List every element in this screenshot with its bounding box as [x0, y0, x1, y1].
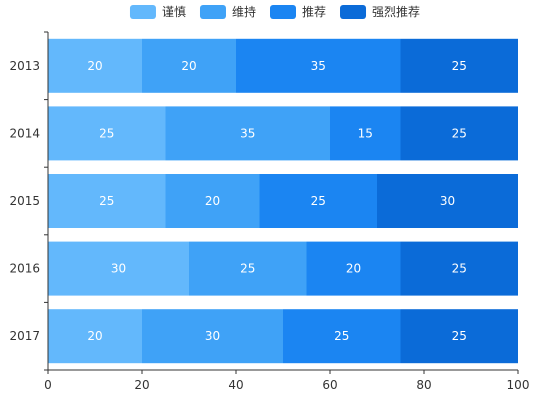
- x-tick-label: 20: [134, 378, 149, 392]
- bar-segment[interactable]: [400, 309, 519, 364]
- bar-segment[interactable]: [142, 38, 236, 93]
- y-tick-label: 2013: [9, 59, 40, 73]
- legend-label: 强烈推荐: [372, 5, 420, 19]
- legend-label: 谨慎: [162, 5, 186, 19]
- data-label: 20: [87, 59, 102, 73]
- data-label: 20: [346, 262, 361, 276]
- legend-item[interactable]: 谨慎: [129, 5, 186, 19]
- bar-segment[interactable]: [48, 241, 189, 296]
- bar-segment[interactable]: [330, 106, 401, 161]
- data-label: 30: [111, 262, 126, 276]
- y-tick-label: 2014: [9, 126, 40, 140]
- x-tick-label: 80: [416, 378, 431, 392]
- data-label: 25: [452, 59, 467, 73]
- chart-axes: 0 20 40 60 80 100: [44, 31, 530, 392]
- legend-label: 维持: [232, 4, 256, 19]
- x-tick-label: 0: [44, 378, 52, 392]
- data-label: 35: [240, 126, 255, 140]
- chart-legend: 谨慎 维持 推荐 强烈推荐: [129, 4, 420, 19]
- chart-bars: 20 20 35 25 2013 25 35 15 25 2014 25 20 25 30 2015 30 25…: [9, 38, 519, 364]
- data-label: 25: [334, 329, 349, 343]
- bar-segment[interactable]: [400, 38, 519, 93]
- bar-segment[interactable]: [400, 106, 519, 161]
- data-label: 30: [205, 329, 220, 343]
- legend-swatch: [340, 5, 367, 19]
- bar-segment[interactable]: [48, 309, 142, 364]
- x-tick-label: 100: [507, 378, 530, 392]
- data-label: 25: [311, 194, 326, 208]
- data-label: 25: [452, 126, 467, 140]
- bar-segment[interactable]: [165, 174, 260, 228]
- legend-item[interactable]: 强烈推荐: [340, 5, 420, 19]
- data-label: 25: [99, 194, 114, 208]
- bar-segment[interactable]: [236, 38, 401, 93]
- bar-segment[interactable]: [189, 241, 307, 296]
- legend-swatch: [129, 5, 156, 19]
- data-label: 30: [440, 194, 455, 208]
- legend-label: 推荐: [302, 5, 326, 19]
- bar-segment[interactable]: [306, 241, 401, 296]
- data-label: 15: [358, 126, 373, 140]
- data-label: 20: [205, 194, 220, 208]
- bar-segment[interactable]: [259, 174, 378, 228]
- data-label: 25: [240, 262, 255, 276]
- data-label: 25: [452, 329, 467, 343]
- x-tick-label: 60: [322, 378, 337, 392]
- data-label: 20: [87, 329, 102, 343]
- bar-segment[interactable]: [283, 309, 401, 364]
- y-tick-label: 2016: [9, 262, 40, 276]
- data-label: 35: [311, 59, 326, 73]
- data-label: 20: [181, 59, 196, 73]
- bar-segment[interactable]: [377, 174, 518, 228]
- y-tick-label: 2015: [9, 194, 40, 208]
- legend-swatch: [270, 5, 296, 19]
- y-tick-label: 2017: [9, 329, 40, 343]
- legend-item[interactable]: 推荐: [270, 5, 326, 19]
- bar-segment[interactable]: [142, 309, 283, 364]
- bar-segment[interactable]: [400, 241, 519, 296]
- x-tick-label: 40: [228, 378, 243, 392]
- legend-swatch: [199, 5, 226, 19]
- data-label: 25: [452, 262, 467, 276]
- bar-segment[interactable]: [48, 106, 166, 161]
- bar-segment[interactable]: [165, 106, 331, 161]
- bar-segment[interactable]: [48, 174, 166, 228]
- data-label: 25: [99, 126, 114, 140]
- legend-item[interactable]: 维持: [199, 4, 256, 19]
- bar-segment[interactable]: [48, 38, 142, 93]
